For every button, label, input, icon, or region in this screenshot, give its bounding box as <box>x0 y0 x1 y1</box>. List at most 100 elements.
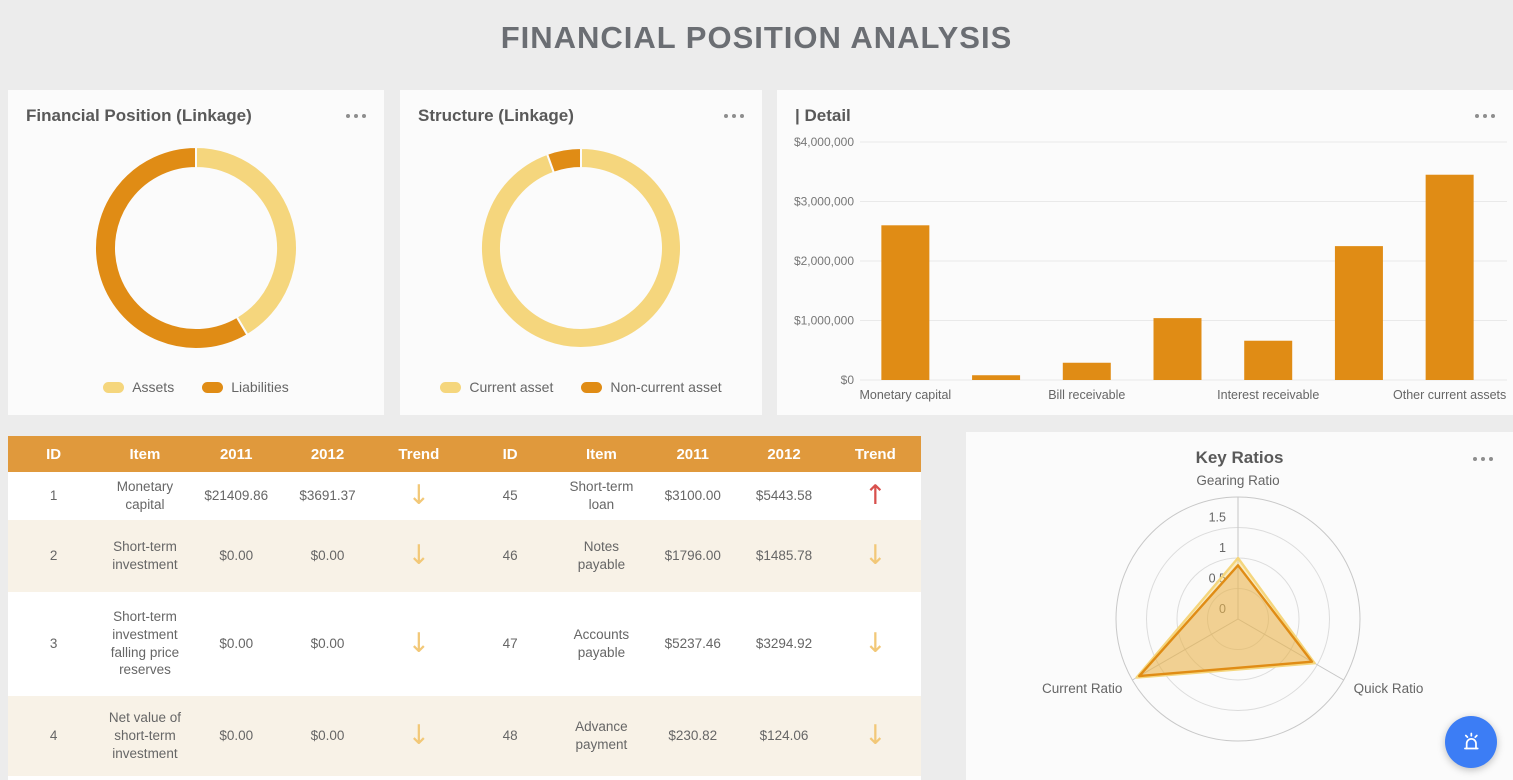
table-cell-2012: $0.00 <box>310 635 345 651</box>
table-cell-2012: $1485.78 <box>755 547 813 563</box>
bar-category-2[interactable] <box>972 375 1021 380</box>
alarm-fab-button[interactable] <box>1445 716 1497 768</box>
card-title-key-ratios: Key Ratios <box>1195 448 1284 467</box>
x-axis-label: Bill receivable <box>1048 388 1125 402</box>
table-cell-2012: $0.00 <box>310 727 345 743</box>
table-row[interactable]: 3 Short-term investment falling price res… <box>8 592 921 696</box>
card-title-detail: | Detail <box>795 106 851 125</box>
legend-item-current-asset[interactable]: Current asset <box>440 379 553 395</box>
radar-series-series-1[interactable] <box>1135 556 1316 679</box>
radar-axis-label: Current Ratio <box>1042 681 1122 696</box>
table-cell-trend: ↓ <box>373 696 464 776</box>
trend-down-arrow-icon: ↓ <box>864 720 887 752</box>
table-cell-item: Net value of short-term investment <box>108 709 181 761</box>
alarm-light-icon <box>1458 729 1484 755</box>
radar-tick-label: 1 <box>1219 541 1226 555</box>
table-cell-2012: $3691.37 <box>299 487 356 503</box>
legend-label: Liabilities <box>231 379 289 395</box>
bar-category-4[interactable] <box>1153 318 1202 380</box>
legend-item-non-current-asset[interactable]: Non-current asset <box>581 379 722 395</box>
table-cell-trend: ↓ <box>830 520 921 592</box>
table-header-2012: 2012 <box>738 436 830 472</box>
trend-down-arrow-icon: ↓ <box>864 540 887 572</box>
y-axis-tick-label: $0 <box>841 373 855 387</box>
table-header-2012: 2012 <box>281 436 374 472</box>
bar-monetary-capital[interactable] <box>881 225 930 380</box>
legend-marker-icon <box>103 381 125 393</box>
ellipsis-menu-icon[interactable] <box>1471 452 1495 466</box>
table-header-id: ID <box>8 436 100 472</box>
trend-down-arrow-icon: ↓ <box>407 540 431 572</box>
table-cell-id: 4 <box>49 727 58 743</box>
radar-axis-label: Gearing Ratio <box>1196 473 1279 488</box>
table-cell-item: Short-term loan <box>569 479 634 512</box>
bar-other-current-assets[interactable] <box>1425 174 1474 380</box>
table-cell-id: 46 <box>502 547 518 563</box>
table-cell-item: Notes payable <box>577 538 626 572</box>
table-cell-2011: $0.00 <box>219 635 254 651</box>
x-axis-label: Other current assets <box>1393 388 1506 402</box>
table-cell-2011: $5237.46 <box>664 635 721 651</box>
legend-label: Non-current asset <box>610 379 722 395</box>
table-header-trend: Trend <box>829 436 921 472</box>
ellipsis-menu-icon[interactable] <box>1473 109 1497 123</box>
bar-category-6[interactable] <box>1334 246 1383 380</box>
radar-tick-label: 1.5 <box>1209 511 1226 525</box>
trend-up-arrow-icon: ↑ <box>864 480 887 512</box>
table-cell-id: 2 <box>49 547 58 563</box>
table-row[interactable]: 1 Monetary capital $21409.86 $3691.37 ↓ 45 Sho… <box>8 472 921 520</box>
table-cell-2012: $5443.58 <box>755 487 813 503</box>
legend-marker-icon <box>440 381 462 393</box>
table-row[interactable]: 2 Short-term investment $0.00 $0.00 ↓ 46 Notes… <box>8 519 921 592</box>
financial-position-legend: Assets Liabilities <box>8 379 384 395</box>
donut-slice-liabilities[interactable] <box>94 146 249 350</box>
table-cell-2011: $230.82 <box>668 727 718 743</box>
table-row[interactable]: 4 Net value of short-term investment $0.00… <box>8 695 921 776</box>
table-cell-id: 3 <box>49 635 58 651</box>
table-cell-2011: $0.00 <box>219 547 254 563</box>
y-axis-tick-label: $4,000,000 <box>794 135 854 149</box>
bar-interest-receivable[interactable] <box>1244 340 1293 380</box>
ellipsis-menu-icon[interactable] <box>722 109 746 123</box>
financial-items-table: ID Item 2011 2012 Trend ID Item 2011 2012 Trend 1… <box>8 436 921 780</box>
table-cell-2012: $0.00 <box>310 547 345 563</box>
radar-series-series-2[interactable] <box>1138 564 1314 678</box>
financial-position-donut-chart[interactable] <box>8 90 384 415</box>
table-cell-2011: $3100.00 <box>664 487 721 503</box>
trend-down-arrow-icon: ↓ <box>407 628 431 660</box>
table-cell-2011: $21409.86 <box>204 487 269 503</box>
table-cell-trend: ↓ <box>373 592 464 696</box>
table-cell-item: Short-term investment <box>112 538 178 572</box>
table-cell-item: Advance payment <box>575 718 628 752</box>
legend-label: Assets <box>132 379 175 395</box>
table-cell-id: 47 <box>502 635 518 651</box>
detail-bar-chart[interactable]: $0 $1,000,000 $2,000,000 $3,000,000 $4,000,0… <box>777 90 1513 415</box>
table-cell-trend: ↓ <box>830 696 921 776</box>
bar-bill-receivable[interactable] <box>1062 362 1111 380</box>
table-cell-item: Short-term investment falling price rese… <box>110 609 180 678</box>
card-key-ratios: Key Ratios Gearing Ratio Quick Ratio Curre… <box>966 432 1513 780</box>
table-cell-id: 48 <box>502 727 518 743</box>
radar-axis-line <box>1237 618 1344 681</box>
structure-donut-chart[interactable] <box>400 90 762 415</box>
donut-slice-current-asset[interactable] <box>480 147 682 349</box>
donut-slice-assets[interactable] <box>195 146 298 336</box>
page-title: FINANCIAL POSITION ANALYSIS <box>500 20 1013 55</box>
table-header-2011: 2011 <box>647 436 739 472</box>
table-header-2011: 2011 <box>190 436 282 472</box>
card-detail: | Detail $0 $1,000,000 $2,000,000 $3,000,00… <box>777 90 1513 415</box>
table-cell-item: Monetary capital <box>116 479 174 512</box>
trend-down-arrow-icon: ↓ <box>407 480 431 512</box>
ellipsis-menu-icon[interactable] <box>344 109 368 123</box>
donut-slice-non-current-asset[interactable] <box>546 147 582 174</box>
table-cell-item: Accounts payable <box>573 626 630 660</box>
legend-item-assets[interactable]: Assets <box>103 379 174 395</box>
table-cell-2012: $124.06 <box>759 727 809 743</box>
table-cell-2011: $1796.00 <box>664 547 721 563</box>
y-axis-tick-label: $1,000,000 <box>794 314 854 328</box>
card-financial-position: Financial Position (Linkage) Assets Liabi… <box>8 90 384 415</box>
legend-item-liabilities[interactable]: Liabilities <box>202 379 289 395</box>
card-structure: Structure (Linkage) Current asset Non-cur… <box>400 90 762 415</box>
structure-legend: Current asset Non-current asset <box>400 379 762 395</box>
